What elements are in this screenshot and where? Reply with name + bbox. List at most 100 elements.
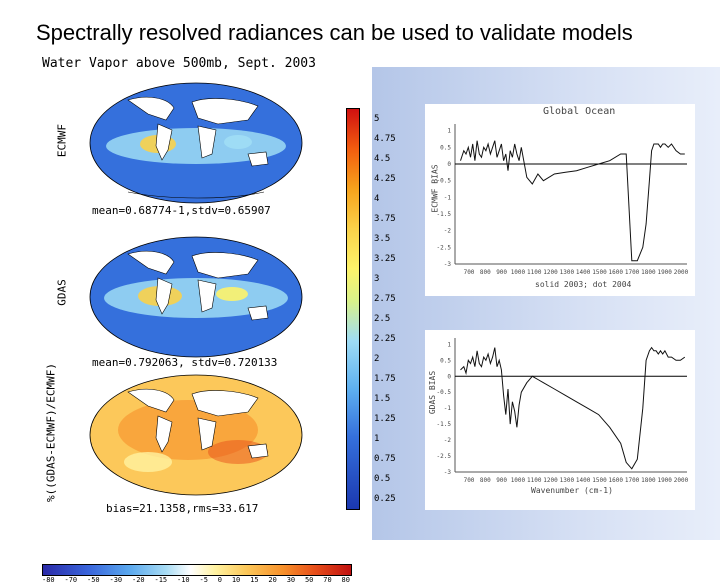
difference-map	[89, 374, 303, 496]
colorbar-tick: 1.75	[374, 374, 396, 384]
x-tick-label: 1300	[560, 477, 575, 484]
y-tick-label: 1	[447, 341, 451, 348]
x-tick-label: 900	[496, 477, 507, 484]
difference-colorbar-tick: -30	[109, 576, 123, 584]
map-label-diff: %((GDAS-ECMWF)/ECMWF)	[44, 362, 58, 503]
x-tick-label: 1700	[625, 269, 640, 276]
colorbar-tick: 2.5	[374, 314, 391, 324]
ecmwf-bias-ylabel: ECMWF BIAS	[430, 164, 440, 213]
difference-colorbar-tick: 50	[304, 576, 314, 584]
x-tick-label: 1100	[527, 269, 542, 276]
difference-colorbar-tick: -15	[154, 576, 168, 584]
y-tick-label: -3	[444, 261, 452, 268]
difference-colorbar-tick: 80	[341, 576, 350, 584]
y-tick-label: -0.5	[437, 178, 452, 185]
bias-series-line	[460, 140, 685, 262]
map-label-gdas: GDAS	[55, 279, 69, 306]
x-tick-label: 1500	[592, 477, 607, 484]
x-tick-label: 1400	[576, 477, 591, 484]
colorbar-tick: 3.75	[374, 214, 396, 224]
figure-heading: Water Vapor above 500mb, Sept. 2003	[42, 56, 316, 71]
x-tick-label: 1800	[641, 269, 656, 276]
y-tick-label: 0	[447, 161, 451, 168]
difference-colorbar-tick: -70	[64, 576, 78, 584]
x-tick-label: 1500	[592, 269, 607, 276]
x-tick-label: 2000	[674, 477, 689, 484]
colorbar-tick: 0.75	[374, 454, 396, 464]
y-tick-label: -2	[444, 437, 452, 444]
x-tick-label: 800	[480, 477, 491, 484]
map-label-ecmwf: ECMWF	[55, 123, 69, 158]
colorbar-tick: 0.5	[374, 474, 391, 484]
gdas-stats: mean=0.792063, stdv=0.720133	[92, 356, 278, 369]
x-tick-label: 1100	[527, 477, 542, 484]
gdas-bias-xlabel: Wavenumber (cm-1)	[531, 486, 613, 495]
y-tick-label: -3	[444, 469, 452, 476]
x-tick-label: 1800	[641, 477, 656, 484]
water-vapor-colorbar	[346, 108, 360, 510]
y-tick-label: 0	[447, 373, 451, 380]
y-tick-label: -2.5	[437, 453, 452, 460]
ecmwf-bias-xlabel: solid 2003; dot 2004	[535, 280, 632, 289]
difference-colorbar-tick: 10	[231, 576, 241, 584]
ecmwf-bias-chart: 1 0.5 0 -0.5 -1 -1.5 -2 -2.5 -3 700 800 900 1000 1100…	[437, 124, 689, 276]
y-tick-label: 0.5	[440, 357, 451, 364]
x-tick-label: 1200	[543, 269, 558, 276]
x-tick-label: 1700	[625, 477, 640, 484]
y-tick-label: -0.5	[437, 389, 452, 396]
y-tick-label: -2	[444, 228, 452, 235]
difference-colorbar-ticks: -80 -70 -50 -30 -20 -15 -10 -5 0 10 15 20 30 50 70 80	[42, 576, 350, 584]
colorbar-tick: 1.25	[374, 414, 396, 424]
x-tick-label: 1000	[511, 477, 526, 484]
gdas-bias-chart: 1 0.5 0 -0.5 -1 -1.5 -2 -2.5 -3 700 800 900 1000 1100…	[437, 338, 689, 484]
difference-colorbar-tick: -50	[87, 576, 100, 584]
colorbar-tick: 4.75	[374, 134, 396, 144]
colorbar-tick: 3	[374, 274, 380, 284]
x-tick-label: 1200	[543, 477, 558, 484]
x-tick-label: 700	[464, 269, 475, 276]
difference-colorbar-tick: 0	[217, 576, 222, 584]
x-tick-label: 1300	[560, 269, 575, 276]
y-tick-label: -1	[444, 194, 452, 201]
colorbar-tick: 3.25	[374, 254, 396, 264]
difference-colorbar	[42, 564, 352, 576]
x-tick-label: 900	[496, 269, 507, 276]
y-tick-label: -1.5	[437, 211, 452, 218]
colorbar-tick: 4.25	[374, 174, 396, 184]
x-tick-label: 1600	[609, 477, 624, 484]
x-tick-label: 700	[464, 477, 475, 484]
x-tick-label: 1900	[657, 477, 672, 484]
difference-colorbar-tick: 20	[268, 576, 277, 584]
y-tick-label: 1	[447, 128, 451, 135]
colorbar-tick: 4.5	[374, 154, 391, 164]
ecmwf-bias-panel: 1 0.5 0 -0.5 -1 -1.5 -2 -2.5 -3 700 800 900 1000 1100…	[425, 104, 695, 296]
gdas-bias-panel: 1 0.5 0 -0.5 -1 -1.5 -2 -2.5 -3 700 800 900 1000 1100…	[425, 330, 695, 510]
ecmwf-map	[89, 82, 303, 204]
colorbar-tick: 2	[374, 354, 380, 364]
bias-series-line	[460, 346, 686, 470]
water-vapor-figure: Water Vapor above 500mb, Sept. 2003 ECMW…	[28, 50, 396, 584]
x-tick-label: 1000	[511, 269, 526, 276]
colorbar-tick: 5	[374, 114, 380, 124]
ecmwf-stats: mean=0.68774-1,stdv=0.65907	[92, 204, 271, 217]
x-tick-label: 1400	[576, 269, 591, 276]
y-tick-label: -1.5	[437, 421, 452, 428]
colorbar-tick: 0.25	[374, 494, 396, 504]
colorbar-tick: 2.75	[374, 294, 396, 304]
x-tick-label: 1600	[609, 269, 624, 276]
x-tick-label: 800	[480, 269, 491, 276]
gdas-bias-ylabel: GDAS BIAS	[428, 370, 438, 415]
difference-colorbar-tick: 70	[323, 576, 332, 584]
slide-title: Spectrally resolved radiances can be use…	[36, 20, 633, 45]
difference-colorbar-tick: 30	[286, 576, 296, 584]
gdas-map	[89, 236, 303, 358]
y-tick-label: 0.5	[440, 144, 451, 151]
difference-colorbar-tick: -10	[177, 576, 190, 584]
colorbar-tick: 1	[374, 434, 380, 444]
ecmwf-bias-title: Global Ocean	[543, 106, 616, 117]
difference-colorbar-tick: -20	[132, 576, 145, 584]
difference-colorbar-tick: 15	[250, 576, 259, 584]
colorbar-tick: 3.5	[374, 234, 391, 244]
x-tick-label: 2000	[674, 269, 689, 276]
difference-colorbar-tick: -80	[42, 576, 55, 584]
